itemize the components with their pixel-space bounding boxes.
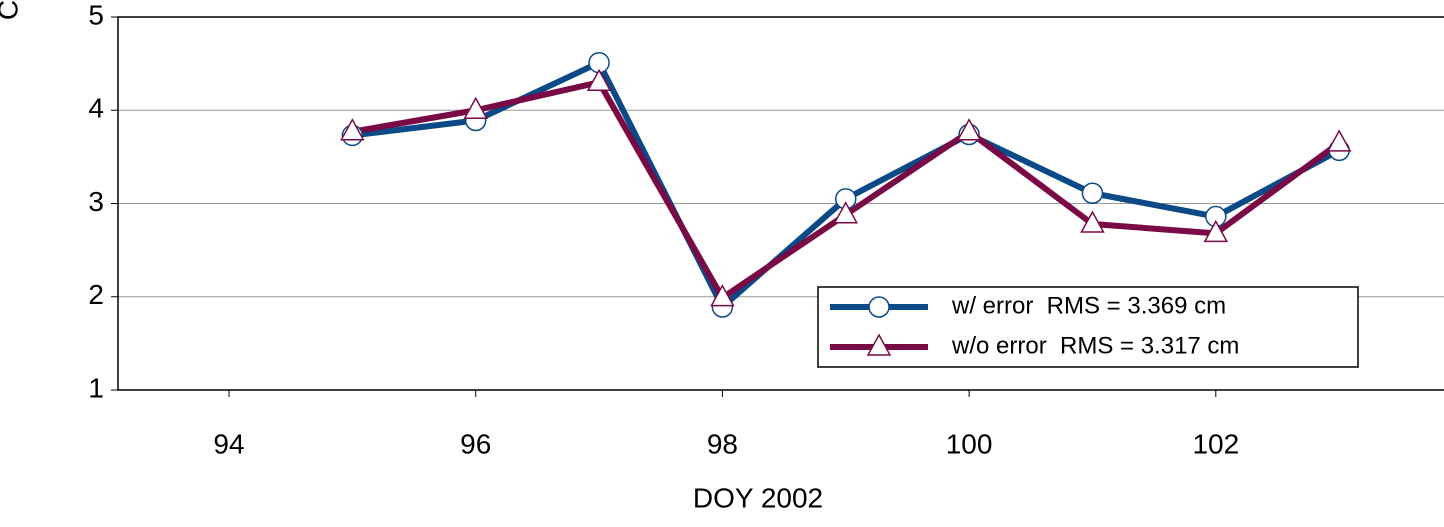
y-axis-label: C: [0, 0, 23, 20]
x-axis-label: DOY 2002: [693, 482, 823, 513]
legend-label: w/o error RMS = 3.317 cm: [951, 332, 1239, 359]
marker: [710, 284, 735, 307]
y-tick-label: 2: [88, 279, 104, 310]
x-tick-label: 94: [213, 428, 244, 459]
y-tick-label: 3: [88, 186, 104, 217]
marker: [956, 118, 982, 141]
marker: [1203, 219, 1229, 243]
plot-frame: [117, 16, 1444, 391]
marker: [586, 68, 612, 92]
marker: [868, 296, 890, 318]
legend-box: [817, 286, 1359, 368]
marker: [866, 333, 892, 356]
marker: [1326, 129, 1352, 152]
x-tick-label: 100: [946, 428, 993, 459]
legend: w/ error RMS = 3.369 cm w/o error RMS = 3…: [817, 286, 1359, 368]
y-tick-label: 1: [88, 372, 104, 403]
legend-label: w/ error RMS = 3.369 cm: [951, 292, 1226, 319]
marker: [1081, 182, 1104, 204]
marker: [833, 201, 859, 224]
series-line: [352, 59, 1341, 311]
x-tick-label: 96: [460, 428, 491, 459]
marker: [340, 118, 365, 141]
marker: [463, 96, 488, 119]
y-tick-label: 4: [88, 93, 104, 124]
marker: [1080, 210, 1105, 233]
y-tick-label: 5: [88, 0, 104, 30]
x-tick-label: 98: [707, 428, 738, 459]
x-tick-label: 102: [1192, 428, 1239, 459]
